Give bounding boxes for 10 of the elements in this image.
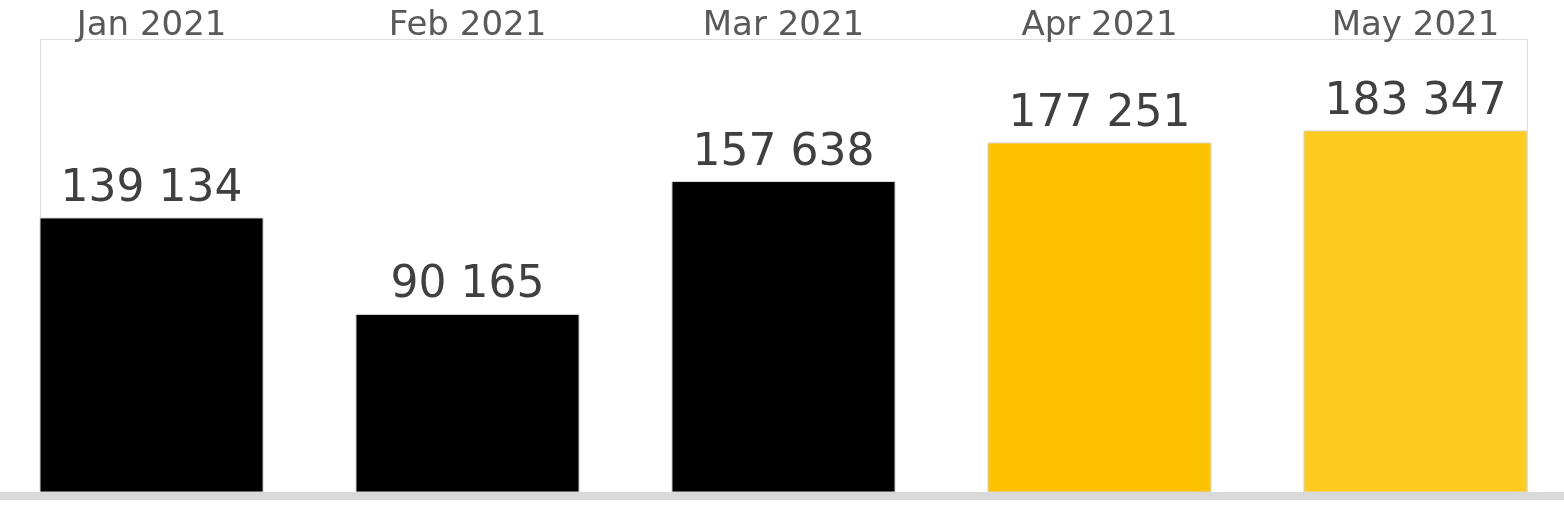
data-label: 183 347 (1324, 72, 1507, 124)
x-tick-label: Feb 2021 (388, 2, 547, 43)
x-tick-label: Mar 2021 (702, 2, 865, 43)
data-label: 139 134 (60, 159, 243, 211)
x-tick-label: Jan 2021 (74, 2, 227, 43)
x-tick-label: May 2021 (1331, 2, 1500, 43)
data-label: 90 165 (390, 256, 545, 308)
data-label: 157 638 (692, 123, 875, 175)
data-label: 177 251 (1008, 84, 1191, 136)
x-tick-label: Apr 2021 (1021, 2, 1178, 43)
